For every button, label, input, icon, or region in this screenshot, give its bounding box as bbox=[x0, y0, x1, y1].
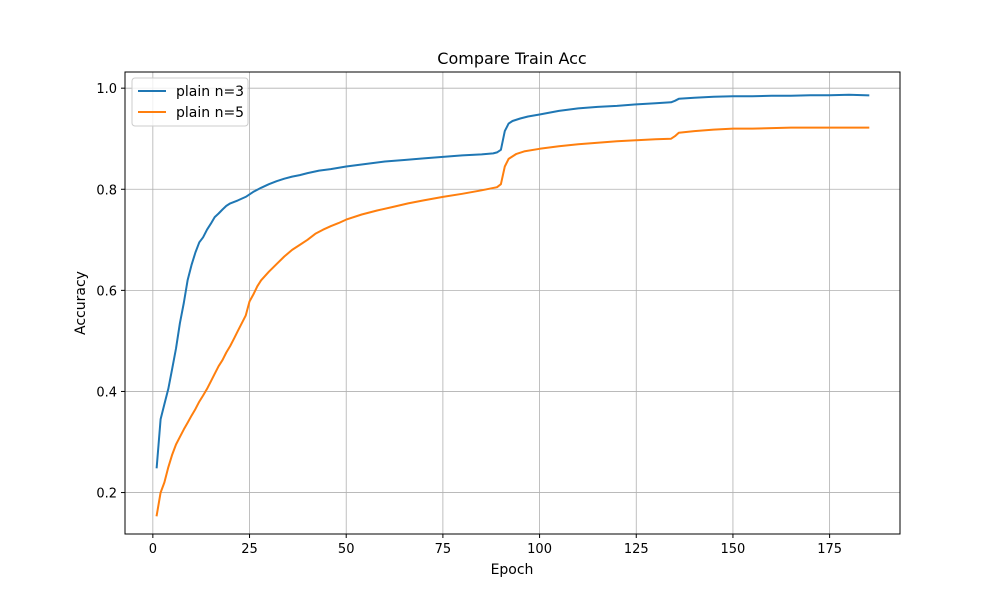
legend-label-plain-n5: plain n=5 bbox=[176, 105, 244, 121]
x-axis-label: Epoch bbox=[491, 562, 534, 578]
legend-label-plain-n3: plain n=3 bbox=[176, 84, 244, 100]
x-tick-label: 150 bbox=[721, 542, 746, 557]
y-tick-label: 1.0 bbox=[96, 82, 117, 97]
plot-frame bbox=[124, 71, 901, 535]
y-tick-label: 0.2 bbox=[96, 487, 117, 502]
legend: plain n=3 plain n=5 bbox=[131, 77, 249, 127]
y-tick-label: 0.6 bbox=[96, 284, 117, 299]
x-tick-label: 100 bbox=[527, 542, 552, 557]
y-tick-label: 0.4 bbox=[96, 385, 117, 400]
x-tick-label: 175 bbox=[817, 542, 842, 557]
plot-area-background bbox=[125, 72, 900, 534]
y-axis-label: Accuracy bbox=[73, 271, 89, 335]
x-tick-label: 125 bbox=[624, 542, 649, 557]
x-tick-label: 75 bbox=[435, 542, 452, 557]
series-line-plain-n-3 bbox=[155, 93, 870, 469]
x-tick-label: 0 bbox=[149, 542, 157, 557]
series-line-plain-n-5 bbox=[155, 126, 870, 517]
chart-title: Compare Train Acc bbox=[437, 49, 586, 68]
series-layer bbox=[155, 93, 870, 517]
x-tick-label: 25 bbox=[241, 542, 258, 557]
x-tick-label: 50 bbox=[338, 542, 355, 557]
y-tick-label: 0.8 bbox=[96, 183, 117, 198]
ticks-layer: 0 25 50 75 100 125 150 175 0.2 0.4 0.6 0.8 1.0 bbox=[96, 82, 842, 557]
